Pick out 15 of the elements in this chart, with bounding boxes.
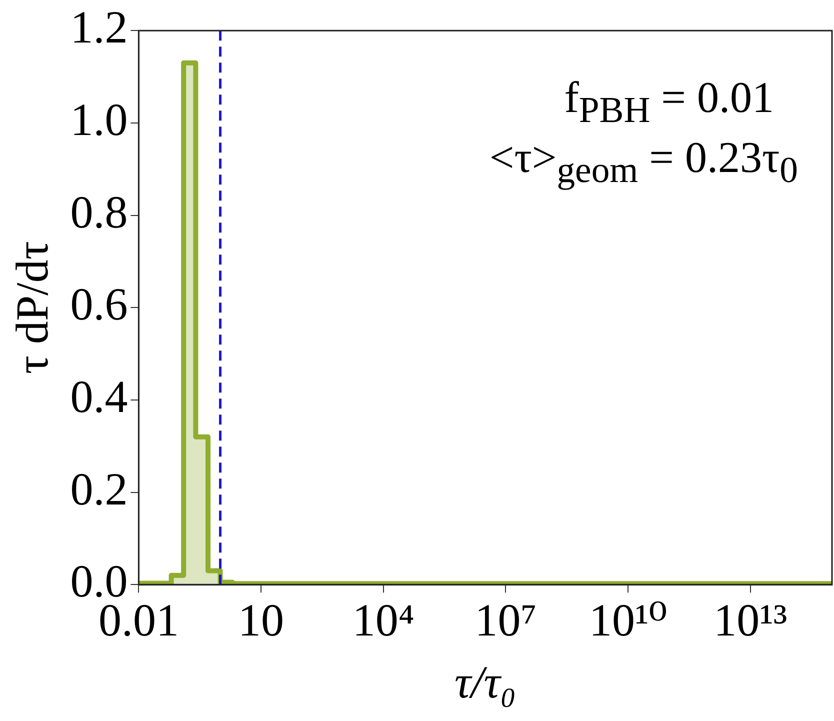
x-tick-label: 10	[238, 594, 284, 646]
y-axis-title: τ dP/dτ	[6, 241, 58, 374]
y-tick-label: 0.6	[70, 278, 128, 330]
x-tick-label: 10⁴	[352, 594, 414, 646]
x-axis-title: τ/τ₀	[454, 656, 516, 708]
x-tick-label: 10⁷	[474, 594, 537, 646]
y-tick-label: 0.8	[70, 186, 128, 238]
annotation: f$_{PBH}$ = 0.01	[564, 72, 774, 131]
annotation: <τ>$_{geom}$ = 0.23τ$_{0}$	[489, 132, 798, 191]
y-tick-label: 1.2	[70, 2, 128, 53]
x-tick-label: 10¹³	[714, 594, 788, 646]
y-tick-label: 1.0	[70, 94, 128, 146]
y-tick-label: 0.4	[70, 371, 128, 422]
y-tick-label: 0.2	[70, 463, 128, 514]
x-tick-label: 10¹⁰	[588, 594, 668, 646]
